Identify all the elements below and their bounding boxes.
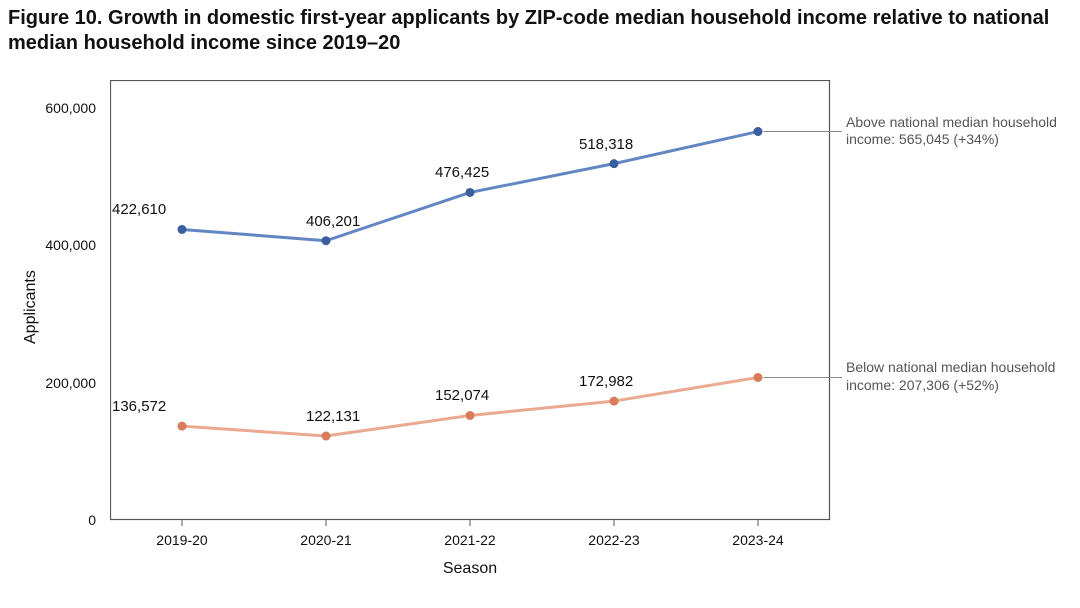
- y-tick-label: 600,000: [26, 100, 96, 116]
- y-tick-label: 400,000: [26, 237, 96, 253]
- point-label-below: 172,982: [579, 373, 633, 390]
- x-tick-label: 2023-24: [708, 532, 808, 548]
- series-point-above: [610, 159, 619, 168]
- series-annotation-above: Above national median household income: …: [846, 114, 1070, 149]
- point-label-below: 122,131: [306, 408, 360, 425]
- x-axis-label: Season: [430, 560, 510, 578]
- series-point-above: [322, 236, 331, 245]
- point-label-above: 476,425: [435, 164, 489, 181]
- x-tick-label: 2022-23: [564, 532, 664, 548]
- point-label-below: 136,572: [112, 398, 166, 415]
- y-tick-label: 0: [26, 512, 96, 528]
- series-point-above: [754, 127, 763, 136]
- x-tick-label: 2020-21: [276, 532, 376, 548]
- series-point-below: [754, 373, 763, 382]
- series-point-below: [466, 411, 475, 420]
- x-tick-label: 2019-20: [132, 532, 232, 548]
- series-point-below: [610, 397, 619, 406]
- series-point-above: [466, 188, 475, 197]
- series-point-above: [178, 225, 187, 234]
- x-tick-label: 2021-22: [420, 532, 520, 548]
- point-label-below: 152,074: [435, 387, 489, 404]
- point-label-above: 406,201: [306, 213, 360, 230]
- figure-title: Figure 10. Growth in domestic first-year…: [8, 6, 1072, 56]
- point-label-above: 422,610: [112, 201, 166, 218]
- chart-area: 0200,000400,000600,0002019-202020-212021…: [110, 80, 1080, 608]
- series-point-below: [322, 432, 331, 441]
- series-point-below: [178, 422, 187, 431]
- y-axis-label: Applicants: [22, 270, 40, 344]
- figure-container: Figure 10. Growth in domestic first-year…: [0, 0, 1080, 608]
- point-label-above: 518,318: [579, 136, 633, 153]
- y-tick-label: 200,000: [26, 375, 96, 391]
- series-annotation-below: Below national median household income: …: [846, 359, 1070, 394]
